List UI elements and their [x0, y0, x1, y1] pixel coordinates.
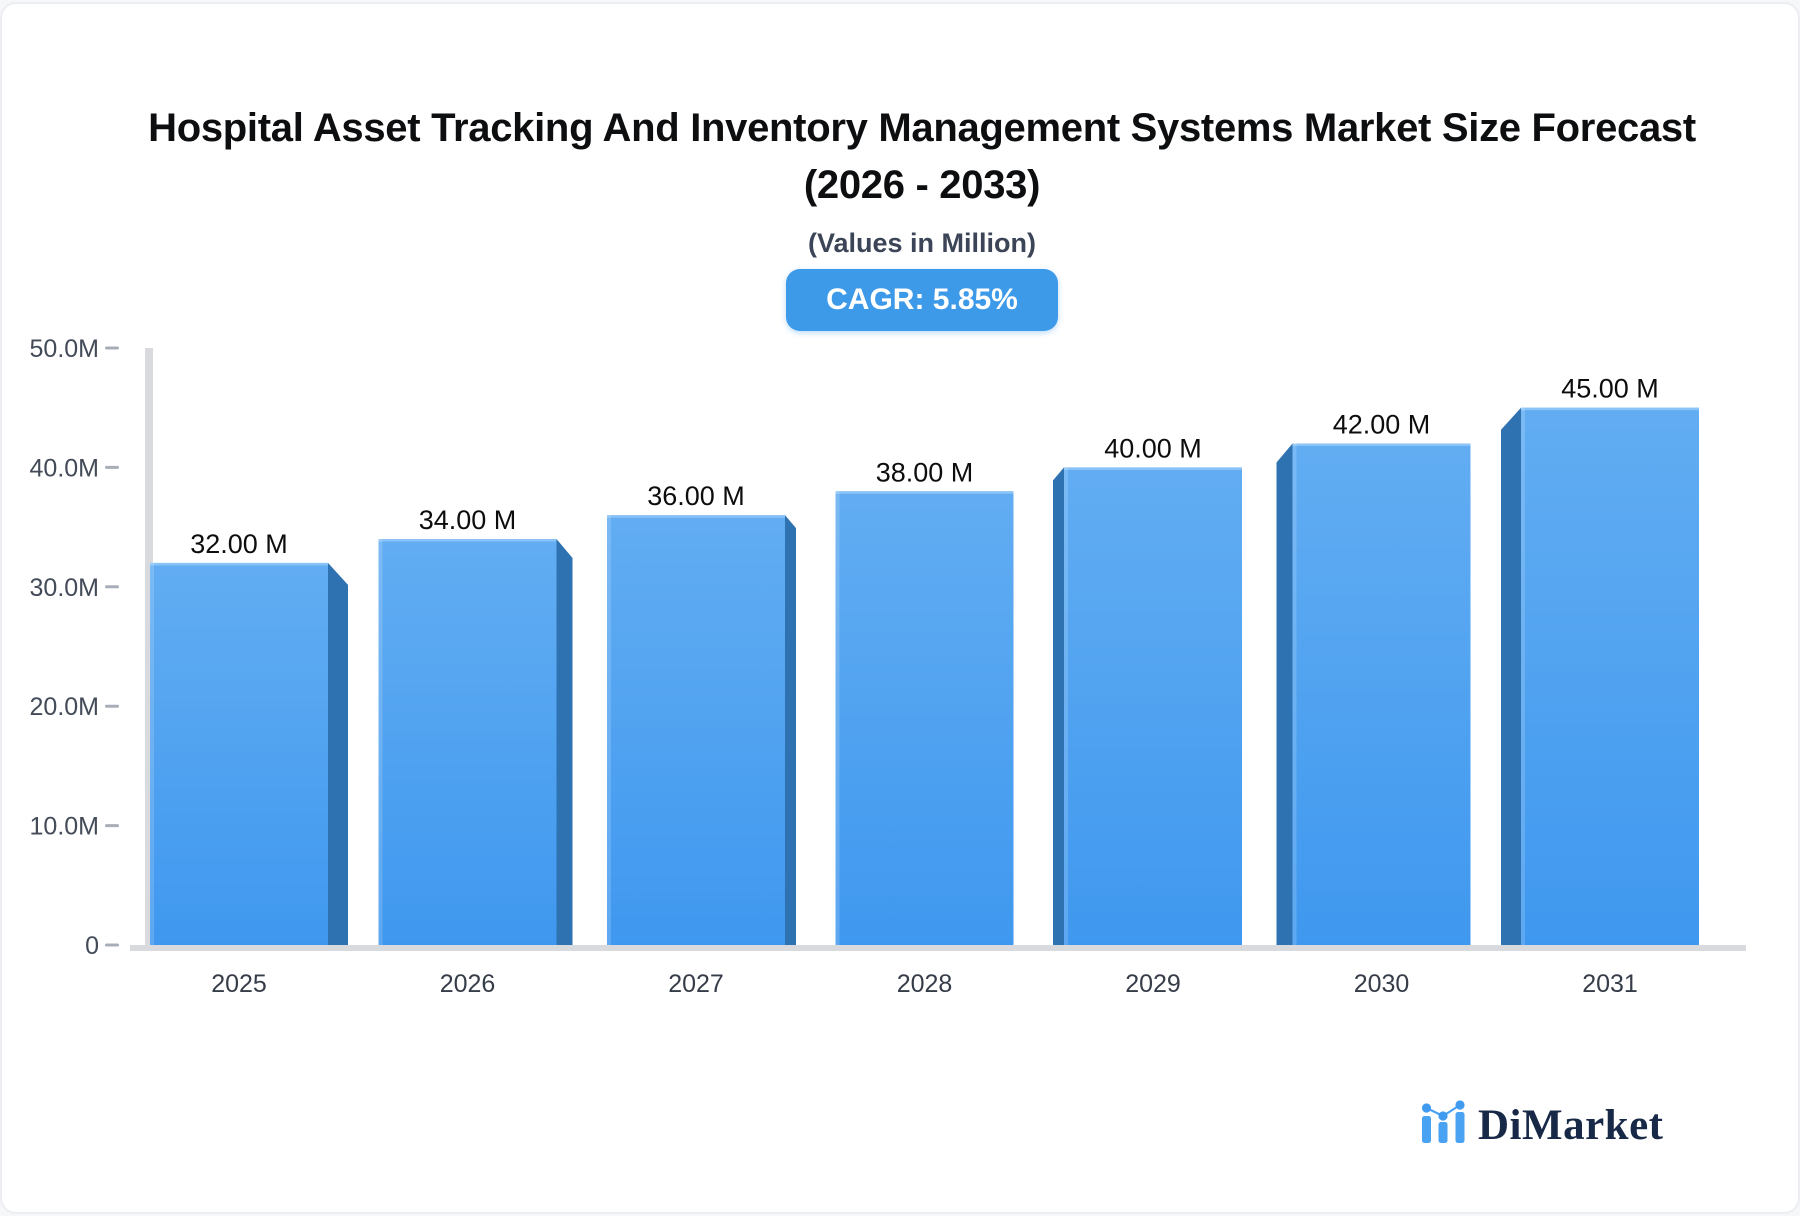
x-axis-label: 2027: [668, 970, 724, 998]
bar-value-label: 36.00 M: [647, 481, 745, 511]
bar-chart: 0 10.0M 20.0M 30.0M 40.0M 50.0M 32.00 M 2025 34.…: [2, 4, 1798, 1212]
bar-left-highlight: [150, 562, 154, 945]
bar-left-highlight: [1292, 443, 1297, 945]
bar-side-face: [1501, 407, 1521, 945]
bar-front-face: [607, 515, 785, 945]
bar-side-face: [1053, 467, 1064, 945]
brand-name: DiMarket: [1478, 1102, 1664, 1149]
bar-front-face: [1064, 467, 1242, 945]
chart-header: Hospital Asset Tracking And Inventory Ma…: [46, 100, 1798, 331]
bar-side-face: [1276, 443, 1293, 945]
y-tick: [105, 585, 119, 589]
bar-front-face: [1521, 407, 1699, 945]
bar-front-face: [150, 562, 328, 945]
bar-2030: 42.00 M 2030: [1276, 410, 1471, 998]
x-axis-label: 2028: [897, 970, 953, 998]
chart-title-line2: (2026 - 2033): [803, 163, 1041, 207]
bar-chart-canvas: 0 10.0M 20.0M 30.0M 40.0M 50.0M 32.00 M 2025 34.…: [30, 335, 1746, 998]
bar-2028: 38.00 M 2028: [835, 457, 1014, 998]
y-tick: [105, 346, 119, 350]
y-tick-label: 40.0M: [30, 454, 99, 482]
bar-2027: 36.00 M 2027: [607, 481, 796, 998]
bar-top-highlight: [378, 539, 557, 542]
x-axis-line: [130, 945, 1746, 951]
y-tick: [105, 465, 119, 469]
bar-2029: 40.00 M 2029: [1053, 433, 1242, 998]
bar-2026: 34.00 M 2026: [378, 505, 573, 998]
bar-side-face: [328, 562, 348, 945]
chart-title-line1: Hospital Asset Tracking And Inventory Ma…: [148, 106, 1696, 150]
bar-value-label: 38.00 M: [876, 457, 974, 487]
bar-side-face: [556, 539, 573, 945]
bar-2025: 32.00 M 2025: [150, 529, 348, 998]
bar-left-highlight: [835, 491, 840, 945]
x-axis-label: 2029: [1125, 970, 1181, 998]
bar-left-highlight: [1521, 407, 1525, 945]
y-tick: [105, 824, 119, 828]
bar-value-label: 34.00 M: [419, 505, 517, 535]
dimarket-logo-icon: [1420, 1100, 1467, 1151]
bar-value-label: 42.00 M: [1333, 410, 1431, 440]
bar-top-highlight: [1521, 407, 1699, 411]
bar-front-face: [1292, 443, 1471, 945]
y-tick: [105, 943, 119, 947]
x-axis-label: 2026: [440, 970, 496, 998]
y-tick-label: 30.0M: [30, 574, 99, 602]
x-axis-label: 2030: [1354, 970, 1410, 998]
bar-left-highlight: [378, 539, 383, 945]
y-tick-label: 10.0M: [30, 813, 99, 841]
bar-side-face: [785, 515, 796, 945]
bar-value-label: 45.00 M: [1561, 374, 1659, 404]
y-tick-label: 50.0M: [30, 335, 99, 363]
y-tick-label: 0: [85, 932, 99, 960]
bar-top-highlight: [150, 562, 328, 566]
bar-left-highlight: [1064, 467, 1068, 945]
bar-front-face: [378, 539, 557, 945]
x-axis-label: 2025: [211, 970, 267, 998]
bar-value-label: 40.00 M: [1104, 433, 1202, 463]
bar-2031: 45.00 M 2031: [1501, 374, 1699, 998]
y-tick: [105, 704, 119, 708]
brand-logo: DiMarket: [1420, 1100, 1664, 1151]
bar-top-highlight: [607, 515, 785, 518]
cagr-badge: CAGR: 5.85%: [786, 269, 1058, 331]
chart-subtitle: (Values in Million): [807, 228, 1037, 258]
bar-left-highlight: [607, 515, 611, 945]
y-axis-line: [145, 348, 153, 951]
bar-top-highlight: [1292, 443, 1471, 447]
bar-top-highlight: [835, 491, 1014, 494]
x-axis-label: 2031: [1582, 970, 1638, 998]
y-tick-label: 20.0M: [30, 693, 99, 721]
bar-front-face: [835, 491, 1014, 945]
bar-value-label: 32.00 M: [190, 529, 288, 559]
bar-top-highlight: [1064, 467, 1242, 470]
